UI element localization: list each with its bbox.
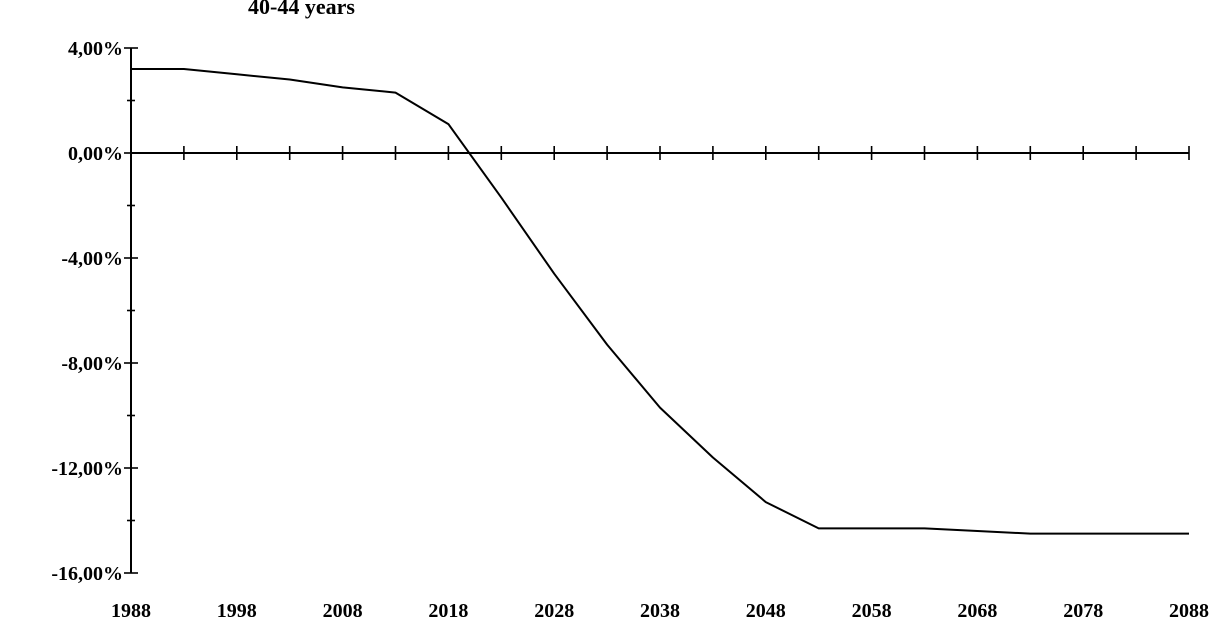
chart-title: 40-44 years	[248, 0, 355, 19]
y-tick-label: -8,00%	[61, 353, 123, 375]
y-tick-label: 0,00%	[68, 143, 123, 165]
axes	[124, 47, 1190, 574]
series-line	[131, 68, 1189, 535]
y-tick-label: -12,00%	[51, 458, 123, 480]
x-tick-label: 2088	[1169, 600, 1209, 622]
y-tick-label: -4,00%	[61, 248, 123, 270]
y-tick-label: -16,00%	[51, 563, 123, 585]
x-tick-label: 2008	[323, 600, 363, 622]
x-tick-label: 2048	[746, 600, 786, 622]
x-tick-labels: 1988 1998 2008 2018 2028 2038 2048 2058 2068 2078…	[111, 600, 1209, 622]
x-tick-label: 1988	[111, 600, 151, 622]
x-tick-label: 1998	[217, 600, 257, 622]
x-tick-label: 2018	[428, 600, 468, 622]
x-tick-label: 2078	[1063, 600, 1103, 622]
x-tick-label: 2028	[534, 600, 574, 622]
x-tick-label: 2058	[852, 600, 892, 622]
y-tick-label: 4,00%	[68, 38, 123, 60]
series-group	[131, 68, 1189, 535]
x-tick-label: 2068	[957, 600, 997, 622]
y-tick-labels: 4,00% 0,00% -4,00% -8,00% -12,00% -16,00%	[51, 38, 123, 585]
x-tick-label: 2038	[640, 600, 680, 622]
